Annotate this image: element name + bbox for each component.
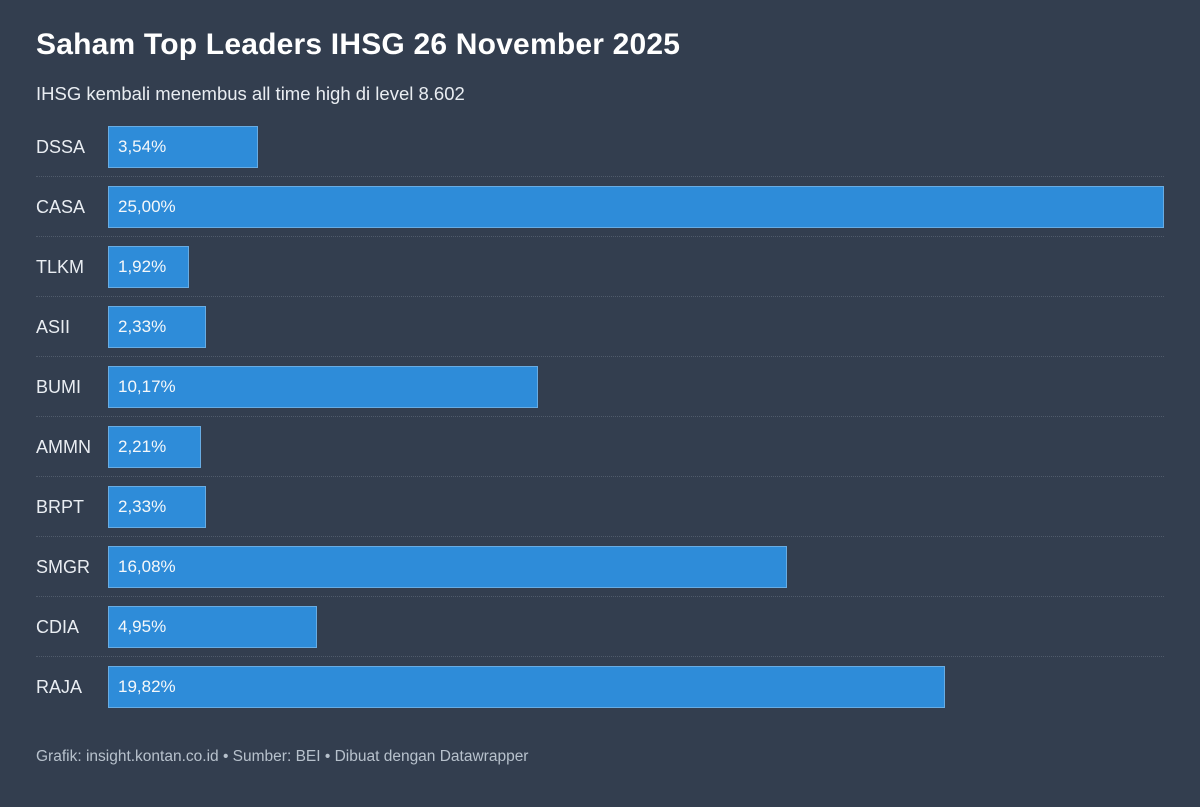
bar-value-label: 2,33% [118,317,167,336]
bar-value-label: 2,21% [118,437,167,456]
chart-row: CASA 25,00% [36,186,1164,228]
row-separator [36,416,1164,417]
bar-value-label: 4,95% [118,617,167,636]
bar: 19,82% [108,666,946,708]
chart-row: BUMI 10,17% [36,366,1164,408]
bar: 10,17% [108,366,538,408]
bar-value-label: 3,54% [118,137,167,156]
row-label: DSSA [36,137,86,157]
row-separator [36,356,1164,357]
bar-value-label: 25,00% [118,197,176,216]
bar-value-label: 10,17% [118,377,176,396]
row-label: BRPT [36,497,85,517]
chart-subtitle: IHSG kembali menembus all time high di l… [36,83,465,104]
bar-chart: DSSA 3,54% CASA 25,00% TLKM 1,92% ASII 2,33% BUM… [36,126,1164,708]
bar: 16,08% [108,546,788,588]
bar: 3,54% [108,126,258,168]
row-separator [36,236,1164,237]
row-separator [36,596,1164,597]
bar: 1,92% [108,246,190,288]
chart-row: ASII 2,33% [36,306,1164,348]
bar-track: 10,17% [108,366,1164,408]
row-label: AMMN [36,437,91,457]
bar-value-label: 19,82% [118,677,176,696]
row-label: TLKM [36,257,85,277]
bar-track: 1,92% [108,246,1164,288]
row-separator [36,296,1164,297]
bar-value-label: 16,08% [118,557,176,576]
row-separator [36,176,1164,177]
bar-track: 19,82% [108,666,1164,708]
row-separator [36,536,1164,537]
row-label: CASA [36,197,86,217]
bar-track: 25,00% [108,186,1164,228]
bar-track: 3,54% [108,126,1164,168]
chart-row: RAJA 19,82% [36,666,1164,708]
bar-track: 2,33% [108,306,1164,348]
bar-track: 2,33% [108,486,1164,528]
bar-value-label: 2,33% [118,497,167,516]
row-separator [36,656,1164,657]
chart-row: SMGR 16,08% [36,546,1164,588]
bar: 2,33% [108,486,207,528]
row-label: ASII [36,317,71,337]
bar-track: 2,21% [108,426,1164,468]
chart-row: DSSA 3,54% [36,126,1164,168]
bar: 25,00% [108,186,1164,228]
chart-footer-attribution: Grafik: insight.kontan.co.id • Sumber: B… [36,748,529,765]
chart-row: TLKM 1,92% [36,246,1164,288]
bar-track: 16,08% [108,546,1164,588]
bar-value-label: 1,92% [118,257,167,276]
row-label: RAJA [36,677,83,697]
row-label: BUMI [36,377,81,397]
row-separator [36,476,1164,477]
bar-track: 4,95% [108,606,1164,648]
bar: 2,21% [108,426,202,468]
row-label: SMGR [36,557,90,577]
chart-title: Saham Top Leaders IHSG 26 November 2025 [36,28,681,61]
bar: 4,95% [108,606,318,648]
chart-row: BRPT 2,33% [36,486,1164,528]
chart-row: CDIA 4,95% [36,606,1164,648]
chart-row: AMMN 2,21% [36,426,1164,468]
row-label: CDIA [36,617,80,637]
bar: 2,33% [108,306,207,348]
